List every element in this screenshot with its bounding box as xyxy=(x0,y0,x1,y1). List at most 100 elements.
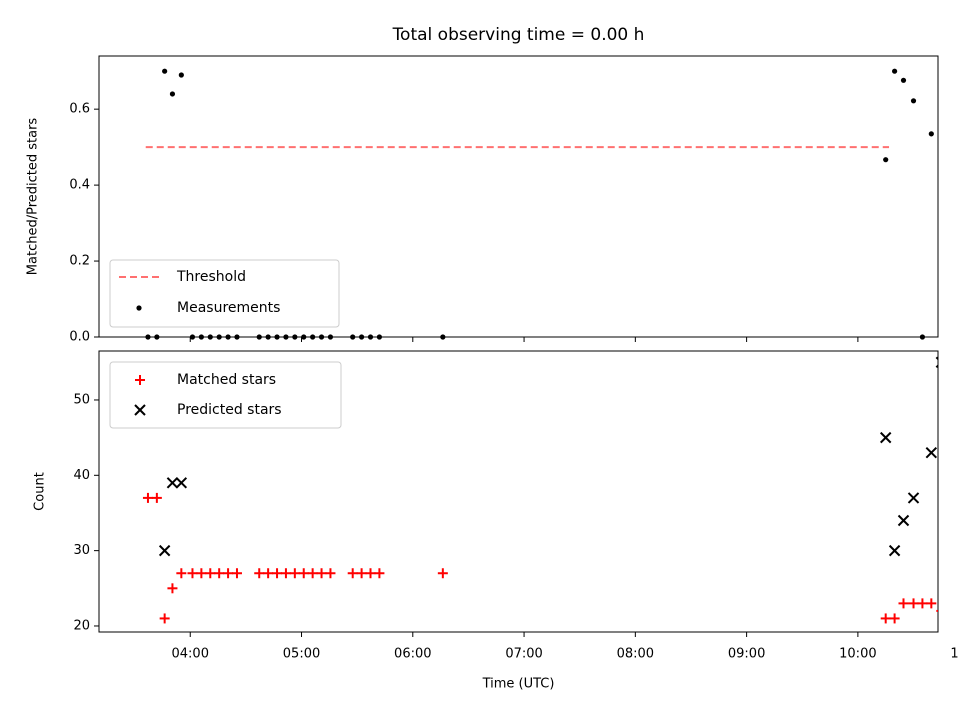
matched-star-point xyxy=(316,568,327,579)
matched-star-point xyxy=(254,568,265,579)
legend-threshold-label: Threshold xyxy=(176,269,246,285)
predicted-star-point-b xyxy=(175,477,188,489)
measurement-point xyxy=(198,334,204,340)
matched-star-point xyxy=(889,613,900,624)
bottom-y-tick-label: 50 xyxy=(73,392,90,407)
bottom-y-tick-label: 30 xyxy=(73,543,90,558)
legend-matched-label: Matched stars xyxy=(177,372,276,388)
measurement-point xyxy=(169,91,176,97)
matched-star-point xyxy=(167,583,178,594)
matched-star-point xyxy=(289,568,300,579)
matched-star-point xyxy=(196,568,207,579)
x-tick-label-10-00: 10:00 xyxy=(839,647,876,662)
legend-predicted-label: Predicted stars xyxy=(177,402,282,418)
predicted-star-point xyxy=(166,477,179,489)
matched-star-point xyxy=(307,568,318,579)
legend-measurements-swatch xyxy=(136,305,142,311)
x-axis-label: Time (UTC) xyxy=(482,677,555,692)
measurement-point xyxy=(274,334,280,340)
measurement-point xyxy=(292,334,298,340)
top-y-tick-label: 0.0 xyxy=(69,330,90,345)
measurement-point xyxy=(367,334,374,340)
measurement-point xyxy=(900,77,907,83)
measurement-point xyxy=(265,334,271,340)
measurement-point xyxy=(928,131,934,137)
predicted-star-point-b xyxy=(897,514,910,527)
x-tick-label-05-00: 05:00 xyxy=(283,647,320,662)
predicted-star-point xyxy=(907,492,920,504)
bottom-legend-box xyxy=(109,361,342,429)
measurement-point xyxy=(189,334,196,340)
top-y-axis-label: Matched/Predicted stars xyxy=(26,118,41,276)
measurement-point xyxy=(910,98,917,104)
matched-star-point xyxy=(214,568,225,579)
top-legend-box xyxy=(109,259,340,328)
predicted-star-point-b xyxy=(879,431,892,444)
legend-predicted-swatch xyxy=(134,404,146,416)
x-tick-label-06-00: 06:00 xyxy=(394,647,431,662)
bottom-y-axis-label: Count xyxy=(33,472,48,511)
predicted-star-point-b xyxy=(888,544,901,557)
predicted-star-point-b xyxy=(907,492,920,504)
predicted-star-point xyxy=(879,431,892,444)
matched-star-point xyxy=(365,568,376,579)
predicted-star-point xyxy=(158,544,171,557)
matched-star-point xyxy=(231,568,242,579)
matched-star-point xyxy=(374,568,385,579)
predicted-star-point xyxy=(925,446,938,459)
x-tick-label-09-00: 09:00 xyxy=(728,647,765,662)
measurement-point xyxy=(318,334,325,340)
measurement-point xyxy=(283,334,289,340)
predicted-star-point xyxy=(888,544,901,557)
matched-star-point xyxy=(280,568,291,579)
matched-star-point xyxy=(926,598,937,609)
predicted-star-point xyxy=(175,477,188,489)
measurement-point xyxy=(883,157,889,163)
matched-star-point xyxy=(325,568,336,579)
matched-star-point xyxy=(298,568,309,579)
top-y-tick-label: 0.2 xyxy=(69,254,90,269)
predicted-star-point-b xyxy=(166,477,179,489)
measurement-point xyxy=(327,334,334,340)
matched-star-point xyxy=(142,492,153,503)
measurement-point xyxy=(301,334,307,340)
bottom-y-tick-label: 20 xyxy=(73,618,90,633)
x-tick-label-04-00: 04:00 xyxy=(172,647,209,662)
x-tick-label-07-00: 07:00 xyxy=(505,647,542,662)
x-tick-label-08-00: 08:00 xyxy=(617,647,654,662)
matched-star-point xyxy=(223,568,234,579)
count-points xyxy=(142,356,938,624)
legend-matched-swatch xyxy=(135,375,145,385)
measurement-ratio-panel: Total observing time = 0.00 h 0.0 0.2 0.4 0.… xyxy=(26,25,939,345)
measurement-point xyxy=(234,334,240,340)
legend-predicted-swatch-b xyxy=(134,404,146,416)
matched-star-point xyxy=(272,568,283,579)
measurement-point xyxy=(162,68,168,74)
measurement-point xyxy=(225,334,231,340)
measurement-point xyxy=(145,334,151,340)
predicted-star-point xyxy=(897,514,910,527)
measurement-point xyxy=(919,334,926,340)
matched-star-point xyxy=(917,598,928,609)
matched-star-point xyxy=(347,568,358,579)
bottom-y-tick-label: 40 xyxy=(73,468,90,483)
matched-star-point xyxy=(437,568,448,579)
measurement-point xyxy=(216,334,222,340)
matched-star-point xyxy=(187,568,198,579)
bottom-legend: Matched stars Predicted stars xyxy=(109,361,342,429)
measurement-point xyxy=(440,334,446,340)
measurement-point xyxy=(178,72,184,78)
matched-star-point xyxy=(205,568,216,579)
measurement-point xyxy=(376,334,383,340)
matched-star-point xyxy=(880,613,891,624)
matched-star-point xyxy=(356,568,367,579)
measurement-point xyxy=(892,68,898,74)
predicted-star-point-b xyxy=(925,446,938,459)
matched-star-point xyxy=(908,598,919,609)
measurement-point xyxy=(154,334,160,340)
star-count-panel: 20 30 40 50 04:00 05:00 06:00 07:00 08:00 09:00 10… xyxy=(33,350,960,692)
measurement-point xyxy=(207,334,213,340)
top-legend: Threshold Measurements xyxy=(109,259,340,328)
predicted-star-point-b xyxy=(158,544,171,557)
